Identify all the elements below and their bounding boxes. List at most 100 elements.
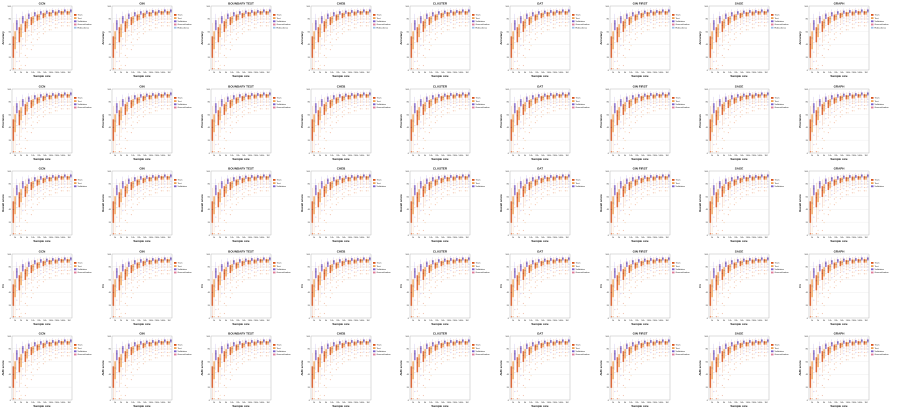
x-axis-label: Sample size	[133, 157, 151, 161]
box	[359, 11, 361, 15]
outlier-point	[444, 102, 446, 104]
x-tick-label: 5k	[424, 237, 427, 239]
legend-swatch	[771, 106, 774, 108]
outlier-point	[14, 233, 16, 235]
outlier-point	[432, 190, 434, 192]
outlier-point	[652, 106, 654, 108]
outlier-point	[468, 18, 470, 20]
outlier-point	[16, 226, 18, 228]
outlier-point	[431, 45, 432, 47]
outlier-point	[461, 190, 462, 192]
outlier-point	[562, 98, 564, 100]
outlier-point	[36, 121, 38, 123]
outlier-point	[363, 183, 365, 185]
outlier-point	[227, 190, 229, 192]
outlier-point	[761, 104, 763, 105]
x-tick-label: 1M	[366, 237, 369, 239]
outlier-point	[833, 27, 835, 29]
outlier-point	[554, 109, 556, 111]
x-tick-label: 500k	[260, 72, 266, 74]
outlier-point	[643, 105, 645, 107]
outlier-point	[66, 25, 68, 27]
box	[32, 181, 34, 189]
outlier-point	[20, 147, 22, 149]
outlier-point	[631, 21, 633, 23]
outlier-point	[456, 22, 458, 24]
outlier-point	[16, 124, 18, 126]
outlier-point	[142, 198, 144, 200]
outlier-point	[46, 23, 48, 25]
outlier-point	[865, 25, 867, 27]
y-tick-label: 40	[507, 127, 510, 129]
outlier-point	[133, 194, 135, 196]
box	[225, 184, 228, 194]
x-tick-label: 50k	[242, 72, 246, 74]
box	[261, 93, 264, 98]
box	[647, 12, 650, 17]
outlier-point	[747, 111, 749, 113]
outlier-point	[843, 23, 845, 25]
outlier-point	[809, 68, 811, 70]
outlier-point	[459, 187, 461, 188]
outlier-point	[329, 116, 331, 118]
outlier-point	[44, 196, 46, 198]
outlier-point	[115, 134, 117, 136]
x-tick-label: 1M	[466, 237, 469, 239]
box	[448, 177, 451, 182]
box	[40, 93, 42, 98]
outlier-point	[48, 103, 50, 105]
box	[723, 19, 726, 29]
legend-swatch	[472, 14, 475, 16]
outlier-point	[331, 203, 333, 205]
outlier-point	[630, 31, 632, 33]
outlier-point	[619, 31, 621, 33]
legend-label: Train	[874, 14, 880, 17]
box	[329, 17, 331, 26]
y-tick-label: 80	[805, 101, 808, 103]
outlier-point	[225, 48, 227, 50]
box	[56, 176, 58, 181]
outlier-point	[414, 61, 416, 63]
outlier-point	[154, 27, 156, 29]
outlier-point	[337, 202, 339, 204]
x-tick-label: 200k	[154, 155, 160, 157]
outlier-point	[38, 202, 40, 204]
outlier-point	[313, 150, 315, 152]
legend-label: Test	[78, 182, 82, 185]
outlier-point	[345, 20, 347, 22]
outlier-point	[554, 102, 556, 104]
outlier-point	[711, 68, 713, 70]
outlier-point	[22, 210, 24, 212]
box	[466, 11, 469, 15]
box	[616, 109, 618, 125]
legend-label: Test	[675, 17, 679, 20]
outlier-point	[351, 101, 353, 103]
outlier-point	[257, 184, 259, 186]
x-tick-label: 10k	[430, 72, 434, 74]
outlier-point	[343, 191, 345, 193]
box	[542, 12, 544, 18]
outlier-point	[267, 104, 269, 106]
outlier-point	[18, 225, 20, 227]
outlier-point	[323, 209, 325, 211]
outlier-point	[369, 15, 371, 17]
outlier-point	[562, 18, 564, 20]
outlier-point	[231, 31, 233, 33]
box	[145, 175, 148, 179]
outlier-point	[359, 104, 361, 106]
outlier-point	[449, 190, 450, 192]
outlier-point	[865, 18, 867, 20]
outlier-point	[46, 17, 48, 19]
outlier-point	[133, 111, 135, 113]
outlier-point	[560, 25, 562, 27]
box	[167, 176, 170, 180]
outlier-point	[735, 26, 737, 28]
x-tick-label: 5k	[623, 72, 626, 74]
outlier-point	[361, 183, 363, 185]
outlier-point	[115, 42, 117, 44]
outlier-point	[162, 18, 164, 20]
box	[32, 98, 34, 106]
outlier-point	[315, 42, 317, 44]
outlier-point	[233, 29, 235, 31]
